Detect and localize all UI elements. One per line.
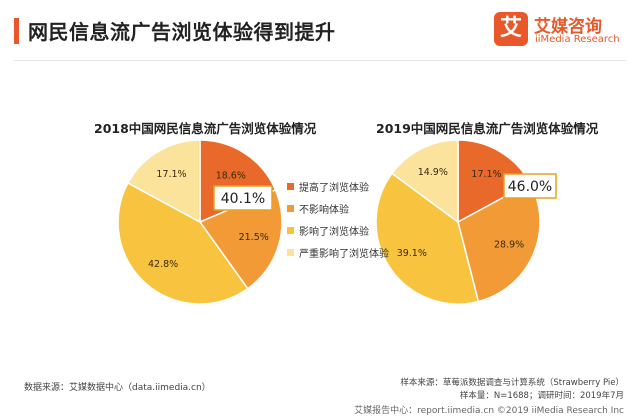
legend-swatch-no-effect <box>287 204 294 212</box>
pie-slice-affected <box>117 181 249 305</box>
pie-slice-no-effect <box>198 188 283 290</box>
highlight-box <box>503 173 557 199</box>
legend-swatch-improved <box>287 182 294 190</box>
logo-mark-icon: 艾 <box>494 12 528 46</box>
footer-sample-info: 样本量：N=1688；调研时间：2019年7月 <box>459 391 624 401</box>
pie-label-affected: 39.1% <box>397 248 427 259</box>
chart-2019-title: 2019中国网民信息流广告浏览体验情况 <box>376 121 599 136</box>
pie-label-no-effect: 21.5% <box>239 232 269 243</box>
legend-item-affected: 影响了浏览体验 <box>287 219 389 241</box>
pie-label-no-effect: 28.9% <box>494 239 524 250</box>
footer-report-center: 艾媒报告中心：report.iimedia.cn ©2019 iiMedia R… <box>354 406 624 416</box>
pie-2018: 18.6% 21.5% 42.8% 17.1% 40.1% <box>117 139 283 305</box>
pie-label-severe: 17.1% <box>156 169 186 180</box>
highlight-value: 40.1% <box>221 191 265 207</box>
pie-2019: 17.1% 28.9% 39.1% 14.9% 46.0% <box>375 139 557 305</box>
legend-label-improved: 提高了浏览体验 <box>299 182 369 194</box>
logo-text-cn: 艾媒咨询 <box>534 17 602 37</box>
legend-label-severe: 严重影响了浏览体验 <box>299 248 389 260</box>
chart-legend: 提高了浏览体验 不影响体验 影响了浏览体验 严重影响了浏览体验 <box>287 175 389 263</box>
legend-item-improved: 提高了浏览体验 <box>287 175 389 197</box>
highlight-box <box>213 185 273 211</box>
legend-item-no-effect: 不影响体验 <box>287 197 389 219</box>
legend-swatch-affected <box>287 226 294 234</box>
pie-label-severe: 14.9% <box>418 167 448 178</box>
page-title: 网民信息流广告浏览体验得到提升 <box>28 20 336 44</box>
title-accent-bar <box>14 18 19 44</box>
pie-label-affected: 42.8% <box>148 259 178 270</box>
pie-label-improved: 18.6% <box>216 171 246 182</box>
pie-slice-severe <box>390 139 459 224</box>
highlight-value: 46.0% <box>508 179 552 195</box>
legend-label-no-effect: 不影响体验 <box>299 204 349 216</box>
iimedia-logo: 艾 艾媒咨询 iiMedia Research <box>494 10 624 52</box>
legend-label-affected: 影响了浏览体验 <box>299 226 369 238</box>
legend-swatch-severe <box>287 248 294 256</box>
footer-data-source: 数据来源：艾媒数据中心（data.iimedia.cn） <box>24 383 211 393</box>
pie-slice-severe <box>126 139 201 224</box>
header-divider <box>14 60 626 61</box>
footer-sample-source: 样本来源：草莓派数据调查与计算系统（Strawberry Pie） <box>400 378 624 388</box>
logo-text-en: iiMedia Research <box>535 34 620 45</box>
pie-slice-affected <box>375 172 480 305</box>
legend-item-severe: 严重影响了浏览体验 <box>287 241 389 263</box>
pie-label-improved: 17.1% <box>471 169 501 180</box>
chart-2018-title: 2018中国网民信息流广告浏览体验情况 <box>94 121 317 136</box>
